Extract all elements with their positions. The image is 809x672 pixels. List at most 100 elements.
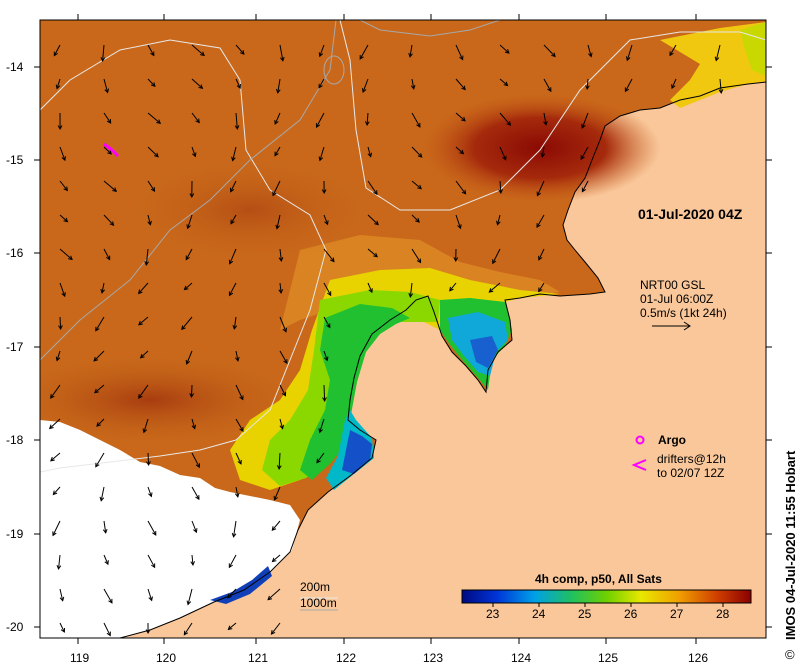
current-arrow (411, 180, 422, 190)
current-arrow (279, 418, 285, 430)
current-arrow (96, 418, 105, 427)
current-arrow (411, 248, 422, 264)
current-arrow (455, 146, 465, 155)
warm-patch-sw (40, 355, 300, 445)
current-arrow (59, 588, 65, 602)
current-arrow (138, 316, 149, 326)
current-arrow (718, 78, 724, 94)
current-arrow (100, 44, 106, 62)
current-arrow (714, 44, 721, 62)
lat-tick-label: -16 (6, 246, 24, 260)
current-arrow (543, 112, 548, 126)
current-arrow (228, 248, 237, 265)
current-arrow (581, 112, 589, 129)
current-arrow (59, 248, 73, 261)
current-arrow (103, 554, 109, 566)
current-legend-line2: 01-Jul 06:00Z (640, 292, 714, 306)
current-arrow (367, 180, 378, 196)
current-arrow (271, 520, 281, 531)
current-arrow (228, 282, 237, 297)
current-arrow (318, 418, 325, 434)
argo-label: Argo (658, 433, 686, 447)
current-arrow (543, 78, 552, 93)
current-arrow (498, 180, 503, 195)
cloud-mask (40, 420, 300, 638)
lon-tick-label: 123 (423, 651, 444, 665)
current-arrow (59, 146, 66, 162)
current-arrow (183, 622, 193, 636)
current-arrow (274, 146, 281, 157)
drifter-track (103, 142, 120, 158)
current-arrow (147, 520, 157, 536)
current-arrow (186, 214, 193, 230)
current-arrow (147, 214, 152, 226)
current-arrow (234, 486, 240, 498)
current-arrow (367, 214, 379, 226)
current-arrow (315, 112, 325, 129)
current-arrow (55, 350, 61, 362)
current-arrow (272, 180, 281, 197)
current-arrow (581, 180, 589, 193)
current-arrow (231, 146, 237, 162)
current-arrow (587, 44, 593, 58)
current-arrow (103, 112, 112, 124)
current-arrow (323, 316, 331, 329)
map-frame-content (40, 20, 766, 638)
current-arrow (271, 554, 281, 563)
current-arrows (48, 44, 724, 637)
lat-tick-label: -20 (6, 620, 24, 634)
current-arrow (147, 588, 153, 602)
current-arrow (191, 452, 200, 469)
current-arrow (191, 520, 198, 534)
lat-tick-label: -19 (6, 527, 24, 541)
current-arrow (232, 316, 238, 330)
lon-tick-label: 124 (511, 651, 532, 665)
current-arrow (671, 78, 677, 90)
contour-1000m-label: 1000m (300, 596, 337, 610)
current-arrow (536, 214, 545, 229)
current-arrow (669, 44, 677, 57)
current-arrow (322, 384, 327, 403)
current-arrow (455, 214, 462, 230)
current-arrow (58, 316, 63, 331)
current-arrow (359, 44, 369, 60)
current-arrow (408, 282, 414, 298)
coastal-blue (342, 430, 372, 474)
lon-tick-label: 120 (156, 651, 177, 665)
current-arrow (59, 180, 69, 192)
colorbar-ticks (492, 603, 724, 607)
drifter-legend-symbol (631, 459, 647, 471)
current-arrow (316, 452, 325, 464)
contour-200m (40, 39, 327, 473)
current-arrow (278, 282, 284, 294)
current-arrow (499, 78, 509, 87)
lat-tick-label: -15 (6, 153, 24, 167)
current-arrow (103, 214, 115, 226)
current-arrow (137, 282, 149, 295)
current-arrow (59, 214, 69, 223)
current-arrow (235, 78, 241, 90)
current-arrow (139, 350, 149, 359)
current-arrow (270, 622, 281, 635)
current-arrow (103, 248, 111, 261)
current-arrow (53, 44, 61, 57)
current-arrow (367, 282, 373, 294)
current-arrow (276, 452, 282, 471)
current-arrow (235, 350, 240, 362)
current-arrow (410, 78, 416, 90)
current-arrow (191, 78, 204, 90)
current-arrow (408, 44, 413, 58)
current-arrow (234, 112, 240, 130)
current-arrow (227, 588, 237, 599)
colorbar-tick-label: 23 (486, 607, 500, 621)
warm-core (420, 93, 660, 203)
current-arrow (227, 622, 237, 631)
current-arrow (453, 248, 459, 263)
current-arrow (142, 418, 149, 434)
current-arrow (48, 418, 61, 430)
current-arrow (411, 112, 421, 128)
map-frame (39, 19, 767, 639)
current-arrow (230, 214, 237, 225)
current-arrow (538, 248, 545, 261)
current-arrow (185, 350, 193, 365)
